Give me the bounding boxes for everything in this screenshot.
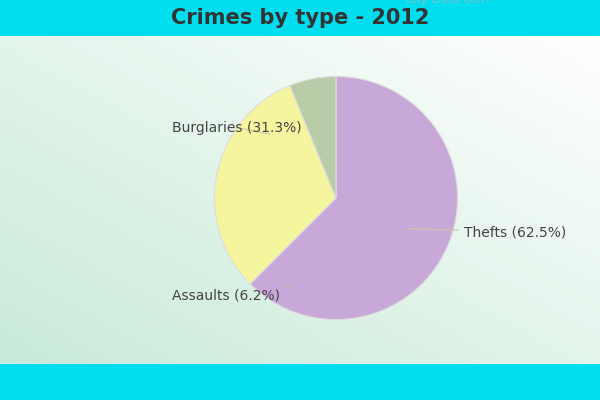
Text: Assaults (6.2%): Assaults (6.2%) (172, 286, 291, 302)
Text: City-Data.com: City-Data.com (405, 0, 489, 6)
Wedge shape (250, 76, 458, 320)
Text: Burglaries (31.3%): Burglaries (31.3%) (172, 120, 302, 134)
Wedge shape (290, 76, 336, 198)
Wedge shape (214, 86, 336, 284)
Text: Crimes by type - 2012: Crimes by type - 2012 (171, 8, 429, 28)
Text: Thefts (62.5%): Thefts (62.5%) (406, 225, 566, 239)
